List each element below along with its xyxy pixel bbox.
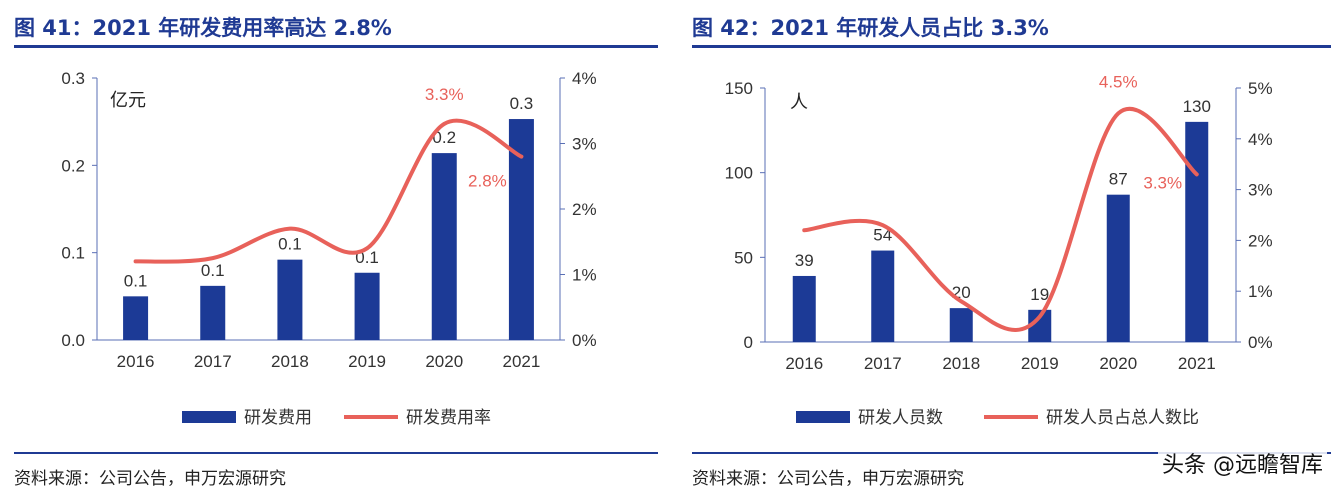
chart-panel-left: 图 41：2021 年研发费用率高达 2.8% 0.0 0.1 0.2 0.3 0% 1%…: [0, 0, 668, 499]
y2-tick-label: 2%: [572, 200, 597, 219]
bar: [277, 259, 303, 340]
y2-tick-label: 0%: [1248, 333, 1273, 352]
line-data-label: 3.3%: [425, 85, 464, 104]
bar: [1028, 309, 1052, 342]
x-tick-label: 2016: [785, 354, 823, 373]
x-tick-label: 2018: [271, 352, 309, 371]
watermark: 头条 @远瞻智库: [1158, 447, 1327, 479]
x-tick-label: 2021: [1178, 354, 1216, 373]
legend-bar-label: 研发费用: [244, 408, 312, 428]
bar: [949, 308, 973, 342]
legend-bar-swatch: [796, 411, 850, 423]
bar: [200, 285, 226, 340]
legend-bar-label: 研发人员数: [858, 408, 943, 428]
title-rule: [692, 45, 1331, 48]
bar: [431, 153, 457, 340]
y2-tick-label: 5%: [1248, 79, 1273, 98]
bar: [1106, 194, 1130, 342]
title-rule: [14, 45, 658, 48]
x-tick-label: 2020: [425, 352, 463, 371]
bar-data-label: 0.1: [201, 261, 225, 280]
y2-tick-label: 0%: [572, 331, 597, 350]
bar-data-label: 0.1: [278, 235, 302, 254]
bar-data-label: 54: [873, 226, 892, 245]
figure-title: 图 41：2021 年研发费用率高达 2.8%: [14, 16, 392, 40]
ratio-line: [133, 118, 524, 264]
source-note: 资料来源：公司公告，申万宏源研究: [692, 469, 964, 489]
bar-data-label: 87: [1109, 170, 1128, 189]
rd-staff-chart: 0501001500%1%2%3%4%5%人392016542017202018…: [725, 72, 1273, 428]
unit-label: 人: [790, 92, 808, 113]
bar-data-label: 130: [1183, 97, 1211, 116]
x-tick-label: 2019: [1021, 354, 1059, 373]
rd-expense-chart: 0.0 0.1 0.2 0.3 0% 1% 2% 3% 4% 亿元 0.1 2016 0.1 2017 0.…: [61, 69, 597, 428]
line-data-label: 4.5%: [1099, 72, 1138, 91]
y2-tick-label: 2%: [1248, 231, 1273, 250]
y-tick-label: 100: [725, 164, 753, 183]
y-tick-label: 0.3: [61, 69, 85, 88]
bar-data-label: 39: [795, 251, 814, 270]
line-data-label: 3.3%: [1143, 173, 1182, 192]
bar-data-label: 19: [1030, 285, 1049, 304]
x-tick-label: 2020: [1099, 354, 1137, 373]
y2-tick-label: 4%: [1248, 130, 1273, 149]
legend-line-label: 研发人员占总人数比: [1046, 408, 1199, 428]
bar: [123, 296, 149, 340]
chart-panel-right: 图 42：2021 年研发人员占比 3.3% 0 50 100 150 0% 1% 2% 3%…: [678, 0, 1341, 499]
source-rule: [14, 452, 658, 454]
x-tick-label: 2016: [117, 352, 155, 371]
bar-data-label: 0.3: [510, 94, 534, 113]
x-tick-label: 2019: [348, 352, 386, 371]
legend-line-label: 研发费用率: [406, 408, 491, 428]
y2-tick-label: 4%: [572, 69, 597, 88]
y-tick-label: 50: [734, 248, 753, 267]
bar: [871, 250, 895, 342]
bar: [792, 275, 816, 342]
legend-bar-swatch: [182, 411, 236, 423]
y-tick-label: 0.2: [61, 156, 85, 175]
y2-tick-label: 3%: [572, 135, 597, 154]
bar: [354, 272, 380, 340]
x-tick-label: 2018: [942, 354, 980, 373]
figure-title: 图 42：2021 年研发人员占比 3.3%: [692, 16, 1049, 40]
y2-tick-label: 1%: [572, 266, 597, 285]
y-tick-label: 0.0: [61, 331, 85, 350]
bar-data-label: 0.2: [432, 128, 456, 147]
x-tick-label: 2017: [194, 352, 232, 371]
y2-tick-label: 1%: [1248, 282, 1273, 301]
ratio-line: [802, 106, 1199, 332]
y-tick-label: 0.1: [61, 244, 85, 263]
y-tick-label: 150: [725, 79, 753, 98]
y-tick-label: 0: [744, 333, 753, 352]
line-data-label: 2.8%: [468, 172, 507, 191]
x-tick-label: 2021: [503, 352, 541, 371]
x-tick-label: 2017: [864, 354, 902, 373]
unit-label: 亿元: [110, 90, 146, 111]
source-rule: [692, 452, 1331, 454]
y2-tick-label: 3%: [1248, 181, 1273, 200]
bar-data-label: 0.1: [124, 271, 148, 290]
source-note: 资料来源：公司公告，申万宏源研究: [14, 469, 286, 489]
bar: [1185, 121, 1209, 342]
